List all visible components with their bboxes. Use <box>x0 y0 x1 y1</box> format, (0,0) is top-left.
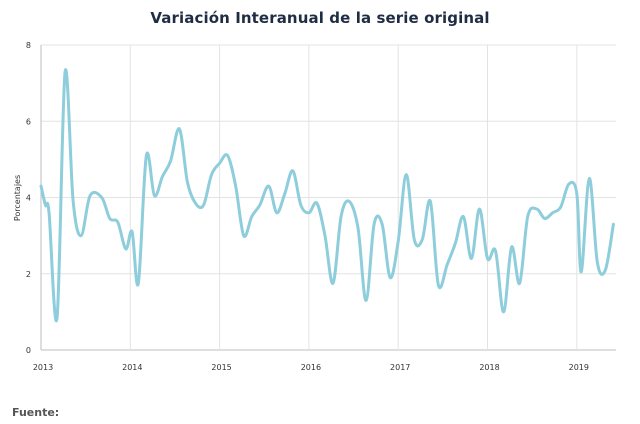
data-point <box>437 284 439 286</box>
data-point <box>502 311 504 313</box>
chart-title: Variación Interanual de la serie origina… <box>150 9 490 27</box>
data-point <box>316 202 318 204</box>
data-point <box>348 200 350 202</box>
x-tick-label-2018: 2018 <box>479 363 499 372</box>
data-point <box>64 70 66 72</box>
data-point <box>612 223 614 225</box>
data-point <box>405 173 407 175</box>
data-point <box>397 240 399 242</box>
data-point <box>40 185 42 187</box>
data-point <box>226 154 228 156</box>
footer-source: Fuente: <box>12 406 60 419</box>
data-point <box>234 185 236 187</box>
data-point <box>429 200 431 202</box>
data-point <box>243 234 245 236</box>
data-point <box>494 250 496 252</box>
data-point <box>101 196 103 198</box>
data-point <box>268 185 270 187</box>
data-point <box>202 204 204 206</box>
y-tick-label-0: 0 <box>26 346 31 355</box>
data-point <box>332 282 334 284</box>
data-point <box>535 208 537 210</box>
data-point <box>560 206 562 208</box>
data-point <box>276 212 278 214</box>
data-point <box>413 238 415 240</box>
data-point <box>518 282 520 284</box>
data-point <box>308 212 310 214</box>
data-point <box>145 154 147 156</box>
data-point <box>470 257 472 259</box>
data-point <box>72 200 74 202</box>
data-point <box>373 223 375 225</box>
data-point <box>117 221 119 223</box>
data-point <box>178 128 180 130</box>
data-point <box>131 231 133 233</box>
data-point <box>137 282 139 284</box>
data-point <box>454 242 456 244</box>
data-point <box>80 234 82 236</box>
data-point <box>389 276 391 278</box>
axis-layer: 0 2 4 6 8 2013 2014 2015 2016 2017 2018 2019 <box>26 41 589 372</box>
data-point <box>324 234 326 236</box>
x-tick-label-2015: 2015 <box>211 363 231 372</box>
data-point <box>210 173 212 175</box>
data-point <box>259 204 261 206</box>
data-point <box>284 192 286 194</box>
data-point <box>153 194 155 196</box>
data-point <box>186 181 188 183</box>
data-point <box>421 238 423 240</box>
data-point <box>89 194 91 196</box>
data-point <box>300 204 302 206</box>
y-tick-label-8: 8 <box>26 41 31 50</box>
data-point <box>510 246 512 248</box>
grid-layer <box>40 44 616 351</box>
data-point <box>551 212 553 214</box>
data-point <box>169 160 171 162</box>
data-point <box>446 263 448 265</box>
data-point <box>292 170 294 172</box>
y-tick-label-2: 2 <box>26 270 31 279</box>
data-point <box>526 215 528 217</box>
data-point <box>478 208 480 210</box>
data-point <box>568 183 570 185</box>
data-point <box>381 223 383 225</box>
x-tick-label-2017: 2017 <box>390 363 410 372</box>
data-point <box>357 227 359 229</box>
x-tick-label-2013: 2013 <box>33 363 53 372</box>
data-point <box>109 217 111 219</box>
series-layer <box>39 68 615 323</box>
data-point <box>161 175 163 177</box>
data-point <box>251 215 253 217</box>
y-axis-label: Porcentajes <box>13 175 22 221</box>
data-point <box>596 261 598 263</box>
data-point <box>365 299 367 301</box>
data-point <box>340 215 342 217</box>
data-point <box>576 192 578 194</box>
data-point <box>218 162 220 164</box>
data-point <box>48 212 50 214</box>
x-tick-label-2014: 2014 <box>122 363 142 372</box>
data-point <box>580 271 582 273</box>
y-tick-label-4: 4 <box>26 194 31 203</box>
data-point <box>56 316 58 318</box>
y-tick-label-6: 6 <box>26 117 31 126</box>
data-point <box>125 248 127 250</box>
data-point <box>462 215 464 217</box>
x-tick-label-2019: 2019 <box>569 363 589 372</box>
data-point <box>486 257 488 259</box>
data-point <box>604 269 606 271</box>
data-point <box>44 204 46 206</box>
data-point <box>588 177 590 179</box>
series-line-0 <box>39 68 615 323</box>
x-tick-label-2016: 2016 <box>301 363 321 372</box>
data-point <box>543 217 545 219</box>
data-point <box>194 202 196 204</box>
